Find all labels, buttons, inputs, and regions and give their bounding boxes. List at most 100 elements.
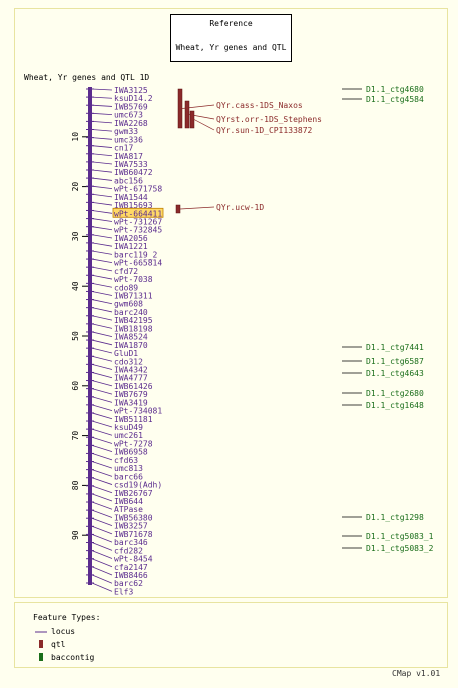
locus-connector (91, 218, 113, 222)
locus-connector (91, 299, 113, 305)
footer-version: CMap v1.01 (392, 669, 441, 678)
qtl-label: QYr.sun-1D_CPI133872 (216, 126, 313, 135)
locus-connector (91, 582, 113, 592)
locus-label: IWB71678 (114, 530, 153, 539)
locus-swatch-icon (35, 631, 47, 633)
locus-label: barc119_2 (114, 250, 158, 259)
locus-label: IWB8466 (114, 571, 148, 580)
map-frame (14, 8, 448, 598)
locus-label: wPt-7278 (114, 439, 153, 448)
locus-connector (91, 112, 113, 116)
locus-connector (91, 509, 113, 518)
locus-connector (91, 177, 113, 181)
qtl-label: QYr.ucw-1D (216, 203, 264, 212)
qtl-bar (177, 88, 183, 129)
contig-label: D1.1_ctg4643 (366, 369, 424, 378)
locus-connector (91, 266, 113, 272)
contig-label: D1.1_ctg4584 (366, 95, 424, 104)
locus-connector (91, 428, 113, 436)
locus-connector (91, 258, 113, 264)
locus-connector (91, 282, 113, 288)
contig-label: D1.1_ctg1648 (366, 401, 424, 410)
locus-connector (91, 226, 113, 231)
locus-connector (91, 210, 113, 214)
scale-label-80: 80 (71, 480, 80, 490)
locus-connector (91, 145, 113, 148)
locus-connector (91, 412, 113, 420)
locus-connector (91, 96, 113, 99)
locus-label: IWA1544 (114, 193, 148, 202)
locus-label: cdo89 (114, 283, 138, 292)
legend-label-locus: locus (51, 627, 76, 636)
locus-label: wPt-732845 (114, 226, 162, 235)
locus-highlight (112, 207, 164, 218)
scale-label-60: 60 (71, 381, 80, 391)
reference-box: Reference Wheat, Yr genes and QTL (170, 14, 292, 62)
locus-label: ATPase (114, 505, 143, 514)
locus-connector (91, 420, 113, 428)
qtl-bar (189, 110, 195, 129)
locus-label: IWA4777 (114, 374, 148, 383)
legend: Feature Types: locus qtl baccontig (14, 602, 448, 668)
qtl-swatch-icon (39, 640, 43, 648)
locus-label: barc346 (114, 538, 148, 547)
locus-label: IWA4342 (114, 365, 148, 374)
locus-connector (91, 185, 113, 190)
locus-label: IWB3257 (114, 522, 148, 531)
locus-label: barc62 (114, 579, 143, 588)
locus-label: wPt-734081 (114, 407, 162, 416)
locus-label: IWB15693 (114, 201, 153, 210)
locus-connector (91, 331, 113, 337)
locus-label: cn17 (114, 144, 133, 153)
legend-label-contig: baccontig (51, 653, 95, 662)
locus-connector (91, 525, 113, 535)
locus-connector (91, 137, 113, 140)
locus-label: IWB6958 (114, 448, 148, 457)
locus-connector (91, 444, 113, 453)
contig-label: D1.1_ctg7441 (366, 343, 424, 352)
locus-connector (91, 88, 113, 91)
locus-connector (91, 436, 113, 444)
contig-label: D1.1_ctg5083_2 (366, 544, 434, 553)
qtl-label: QYr.cass-1DS_Naxos (216, 101, 303, 110)
map-set-title: Wheat, Yr genes and QTL (175, 43, 287, 52)
locus-label: barc240 (114, 308, 148, 317)
locus-label: IWB60472 (114, 168, 153, 177)
locus-label: gwm608 (114, 300, 143, 309)
locus-label: umc261 (114, 431, 143, 440)
scale-label-50: 50 (71, 331, 80, 341)
locus-connector (91, 558, 113, 568)
locus-label: umc813 (114, 464, 143, 473)
locus-label: IWA3419 (114, 398, 148, 407)
locus-label: IWA3125 (114, 86, 148, 95)
scale-label-10: 10 (71, 132, 80, 142)
locus-connector (91, 517, 113, 527)
locus-label: IWB61426 (114, 382, 153, 391)
locus-connector (91, 388, 113, 395)
locus-label: IWB7679 (114, 390, 148, 399)
locus-label: IWA2268 (114, 119, 148, 128)
locus-label: IWB5769 (114, 102, 148, 111)
locus-label: IWA2056 (114, 234, 148, 243)
reference-title: Reference (209, 19, 253, 28)
locus-connector (91, 550, 113, 559)
locus-label: IWB56380 (114, 513, 153, 522)
locus-label: wPt-664411 (114, 209, 162, 218)
locus-connector (91, 355, 113, 362)
qtl-connector (179, 206, 215, 210)
qtl-label: QYrst.orr-1DS_Stephens (216, 115, 322, 124)
qtl-bar (175, 204, 181, 214)
contig-label: D1.1_ctg2680 (366, 389, 424, 398)
locus-connector (91, 120, 113, 124)
map-title: Wheat, Yr genes and QTL 1D (24, 73, 149, 82)
locus-connector (91, 153, 113, 157)
locus-label: IWB26767 (114, 489, 153, 498)
scale-label-30: 30 (71, 231, 80, 241)
contig-label: D1.1_ctg1298 (366, 513, 424, 522)
locus-label: IWB51181 (114, 415, 153, 424)
locus-label: IWA8524 (114, 333, 148, 342)
locus-label: GluD1 (114, 349, 138, 358)
chromosome-bar (88, 87, 92, 585)
locus-label: cdo312 (114, 357, 143, 366)
locus-connector (91, 129, 113, 132)
